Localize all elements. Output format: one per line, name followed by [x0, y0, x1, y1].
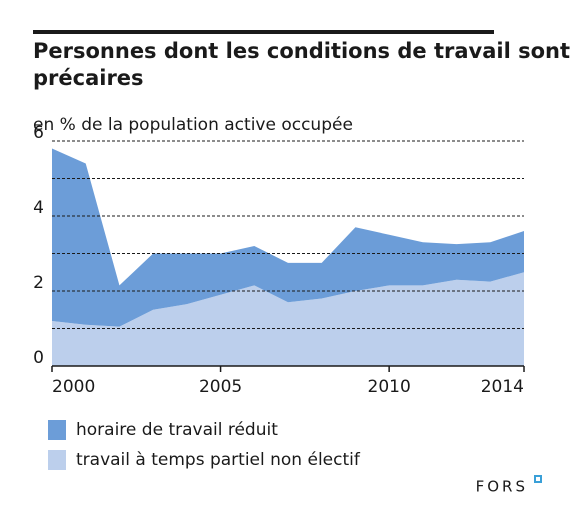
chart-subtitle: en % de la population active occupée	[33, 115, 353, 135]
x-tick-label: 2000	[52, 377, 95, 397]
header-rule	[33, 30, 494, 34]
x-tick-label: 2005	[199, 377, 242, 397]
legend-swatch	[48, 450, 66, 470]
area	[52, 272, 524, 366]
x-tick-label: 2014	[481, 377, 524, 397]
chart-title: Personnes dont les conditions de travail…	[33, 39, 570, 90]
x-tick-label: 2010	[368, 377, 411, 397]
area	[52, 148, 524, 327]
logo-icon	[534, 475, 542, 483]
legend-label: travail à temps partiel non électif	[76, 450, 361, 470]
y-tick-label: 2	[33, 273, 44, 293]
y-tick-label: 0	[33, 348, 44, 368]
legend-swatch	[48, 420, 66, 440]
y-tick-label: 4	[33, 198, 44, 218]
legend-label: horaire de travail réduit	[76, 420, 278, 440]
source-logo: FORS	[476, 478, 528, 496]
y-tick-label: 6	[33, 123, 44, 143]
